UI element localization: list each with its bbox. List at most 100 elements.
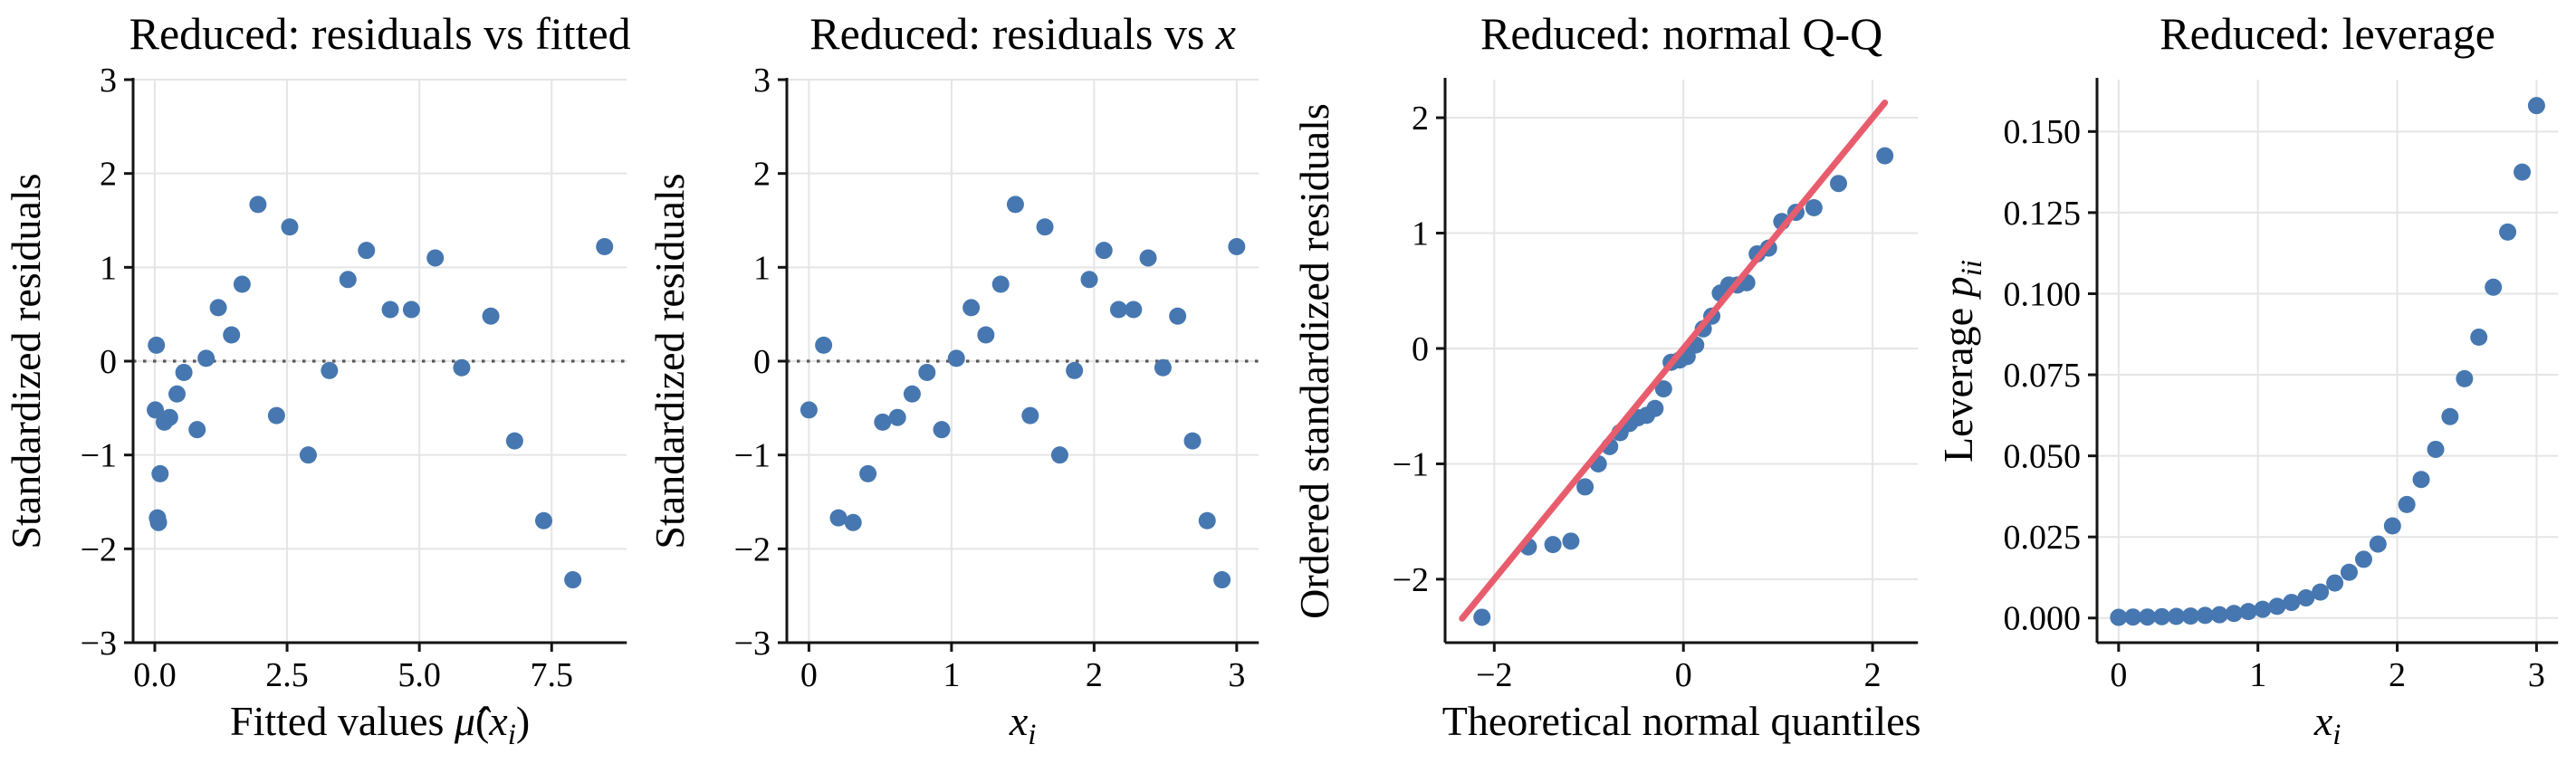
data-point bbox=[1036, 218, 1054, 236]
x-tick-label: 7.5 bbox=[531, 656, 574, 694]
data-point bbox=[2138, 608, 2156, 626]
data-point bbox=[815, 336, 833, 354]
data-point bbox=[339, 271, 357, 289]
data-point bbox=[2427, 440, 2445, 458]
data-point bbox=[1645, 399, 1663, 417]
data-point bbox=[1183, 432, 1202, 450]
data-point bbox=[267, 406, 285, 425]
data-point bbox=[829, 509, 847, 527]
y-tick-label: −3 bbox=[734, 625, 771, 663]
panel-residuals-vs-x: 0 1 2 3 −3 −2 −1 0 1 2 3 Reduced: residuals vs x xi S… bbox=[644, 0, 1288, 773]
x-tick-label: 0 bbox=[1674, 656, 1691, 694]
y-tick-label: 0.050 bbox=[2003, 438, 2081, 476]
y-axis-label: Standardized residuals bbox=[646, 173, 693, 549]
data-point bbox=[281, 218, 299, 236]
data-point bbox=[1829, 175, 1847, 193]
data-point bbox=[149, 513, 168, 531]
data-point bbox=[596, 238, 614, 256]
data-point bbox=[321, 361, 339, 379]
data-point bbox=[2239, 603, 2257, 621]
data-point bbox=[249, 196, 267, 214]
gridlines bbox=[2096, 80, 2558, 643]
data-point bbox=[2123, 608, 2141, 626]
y-tick-label: 0.150 bbox=[2003, 113, 2081, 151]
y-tick-label: 3 bbox=[753, 62, 771, 100]
data-point bbox=[2297, 589, 2315, 607]
y-tick-label: −2 bbox=[734, 530, 771, 568]
data-point bbox=[2311, 583, 2329, 601]
qq-identity-line bbox=[1458, 99, 1888, 622]
data-point bbox=[2325, 574, 2343, 592]
data-point bbox=[1228, 238, 1246, 256]
y-tick-label: 0.000 bbox=[2003, 600, 2081, 638]
y-tick-label: 2 bbox=[753, 156, 771, 194]
data-point bbox=[1095, 242, 1113, 260]
data-point bbox=[197, 349, 215, 367]
data-point bbox=[2412, 471, 2430, 489]
data-point bbox=[918, 363, 936, 381]
data-point bbox=[151, 464, 169, 482]
data-point bbox=[2469, 328, 2487, 346]
data-point bbox=[1125, 301, 1143, 319]
data-point bbox=[2196, 606, 2214, 625]
data-point bbox=[1007, 196, 1025, 214]
y-tick-label: 1 bbox=[1412, 215, 1429, 253]
x-axis-label: xi bbox=[2313, 698, 2341, 751]
data-point bbox=[160, 408, 178, 426]
data-point bbox=[844, 513, 862, 531]
data-point bbox=[505, 432, 523, 450]
data-point bbox=[947, 349, 965, 367]
data-point bbox=[888, 408, 906, 426]
data-point bbox=[1139, 249, 1157, 267]
y-tick-label: 0 bbox=[100, 343, 117, 381]
data-point bbox=[859, 464, 877, 482]
data-point bbox=[2283, 594, 2301, 612]
tick-marks bbox=[124, 78, 553, 652]
data-point bbox=[1066, 361, 1084, 379]
x-axis-label: Theoretical normal quantiles bbox=[1441, 698, 1920, 744]
data-point bbox=[1154, 358, 1173, 377]
x-tick-label: 0 bbox=[2110, 656, 2127, 694]
x-tick-label: 0 bbox=[800, 656, 818, 694]
x-tick-label: 2.5 bbox=[265, 656, 309, 694]
data-point bbox=[1169, 307, 1187, 325]
data-point bbox=[1875, 147, 1893, 165]
y-tick-label: −2 bbox=[1392, 561, 1428, 599]
data-point bbox=[426, 249, 445, 267]
data-point bbox=[800, 401, 819, 419]
data-point bbox=[2225, 605, 2243, 623]
x-tick-label: −2 bbox=[1476, 656, 1512, 694]
gridlines bbox=[1444, 80, 1918, 643]
y-axis-label: Ordered standardized residuals bbox=[1291, 103, 1337, 619]
data-point bbox=[933, 421, 951, 439]
data-point bbox=[874, 413, 892, 431]
y-tick-label: −3 bbox=[81, 625, 117, 663]
data-point bbox=[2369, 535, 2387, 553]
x-tick-label: 2 bbox=[1086, 656, 1103, 694]
x-tick-label: 1 bbox=[943, 656, 961, 694]
panel-normal-qq: −2 0 2 −2 −1 0 1 2 Reduced: normal Q-Q Theoretica… bbox=[1288, 0, 1932, 773]
data-point bbox=[2110, 608, 2128, 626]
panel-title: Reduced: residuals vs x bbox=[810, 8, 1237, 59]
x-axis-label: xi bbox=[1009, 698, 1037, 751]
data-point bbox=[358, 242, 376, 260]
data-point bbox=[402, 301, 420, 319]
y-tick-label: 0.125 bbox=[2003, 195, 2081, 233]
data-point bbox=[2152, 607, 2170, 625]
data-point bbox=[233, 275, 251, 293]
data-point bbox=[904, 385, 922, 403]
data-point bbox=[175, 363, 193, 381]
y-tick-label: 1 bbox=[100, 249, 117, 287]
data-point bbox=[148, 336, 166, 354]
tick-marks bbox=[1435, 116, 1874, 652]
y-tick-label: −1 bbox=[1392, 445, 1428, 483]
data-point bbox=[2456, 369, 2474, 387]
x-axis-label: Fitted values μ̂(xi) bbox=[230, 698, 530, 751]
data-point bbox=[2254, 600, 2272, 618]
scatter-points bbox=[147, 196, 614, 589]
scatter-points bbox=[800, 196, 1246, 589]
normal-qq-chart: −2 0 2 −2 −1 0 1 2 Reduced: normal Q-Q Theoretica… bbox=[1291, 8, 1921, 744]
data-point bbox=[2513, 163, 2531, 181]
y-tick-label: −2 bbox=[81, 530, 117, 568]
data-point bbox=[1080, 271, 1098, 289]
